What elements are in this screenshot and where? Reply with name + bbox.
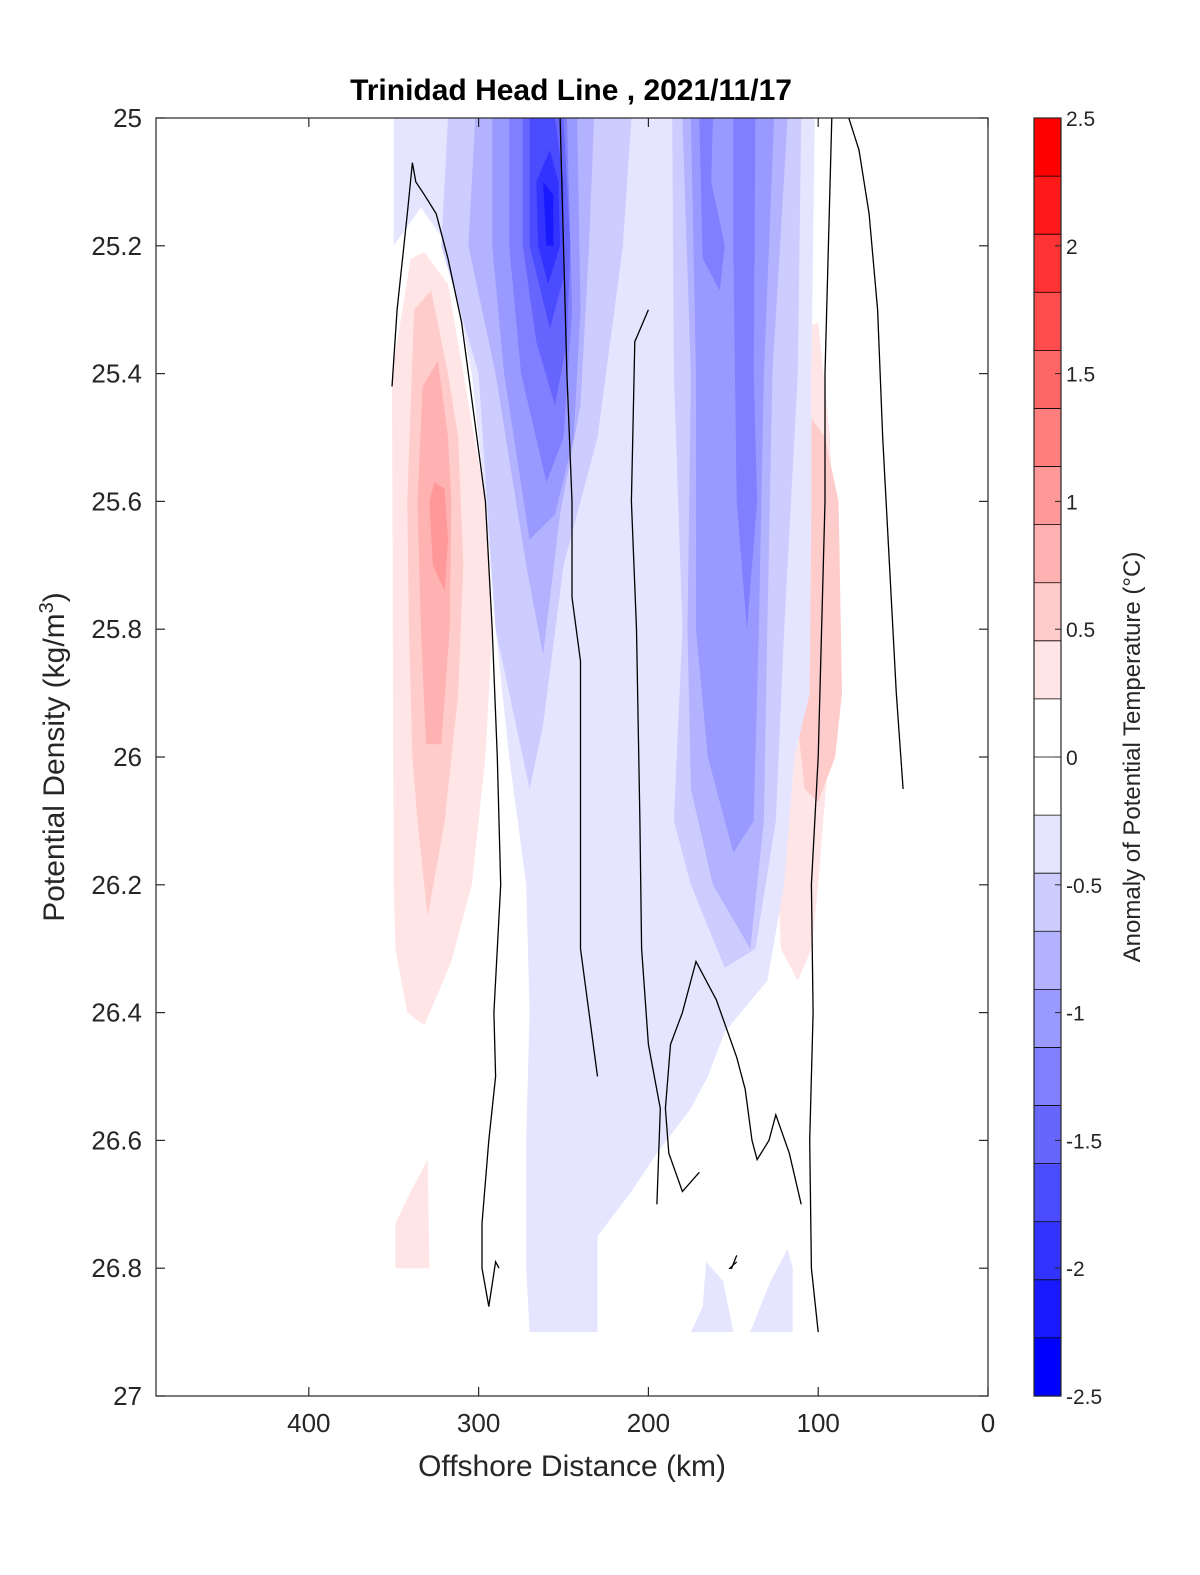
colorbar-band <box>1034 931 1061 990</box>
colorbar-band <box>1034 1105 1061 1165</box>
colorbar-band <box>1034 350 1061 410</box>
x-axis: 400 300 200 100 0 <box>287 118 995 1438</box>
anomaly-region-8-1 <box>699 118 725 291</box>
x-tick-label: 100 <box>797 1408 840 1438</box>
x-tick-label: 200 <box>627 1408 670 1438</box>
colorbar-band <box>1034 1279 1061 1339</box>
colorbar-band <box>1034 989 1061 1049</box>
colorbar-tick-label: -2.5 <box>1066 1386 1102 1409</box>
anomaly-region-12-0 <box>543 181 554 246</box>
colorbar-tick-label: 0 <box>1066 747 1078 770</box>
colorbar-tick-label: 1.5 <box>1066 364 1095 387</box>
colorbar-tick-label: 2 <box>1066 236 1078 259</box>
colorbar-band <box>1034 524 1061 584</box>
colorbar-bands <box>1034 118 1061 1397</box>
colorbar-tick-label: -0.5 <box>1066 875 1102 898</box>
zero-contour-0 <box>391 162 502 1307</box>
y-tick-label: 26.6 <box>91 1125 142 1155</box>
colorbar-band <box>1034 1337 1061 1397</box>
anomaly-region-4-1 <box>690 1261 734 1333</box>
colorbar-band <box>1034 1163 1061 1223</box>
colorbar-tick-label: 0.5 <box>1066 619 1095 642</box>
y-tick-label: 27 <box>113 1381 142 1411</box>
unit-superscript: 3 <box>36 602 58 613</box>
y-tick-label: 26.8 <box>91 1253 142 1283</box>
x-tick-label: 400 <box>287 1408 330 1438</box>
colorbar-band <box>1034 873 1061 932</box>
x-tick-label: 300 <box>457 1408 500 1438</box>
colorbar-tick-label: -1 <box>1066 1003 1085 1026</box>
colorbar-ticks: 2.5 2 1.5 1 0.5 0 -0.5 -1 -1.5 -2 -2.5 <box>1055 108 1102 1409</box>
y-tick-label: 25 <box>113 103 142 133</box>
y-tick-label: 25.6 <box>91 486 142 516</box>
plot-area: 400 300 200 100 0 25 25.2 25.4 25.6 25.8 26 26.2 26… <box>91 103 995 1438</box>
y-tick-label: 26 <box>113 742 142 772</box>
anomaly-fill-layer <box>392 118 842 1333</box>
zero-contour-5 <box>848 118 904 790</box>
y-tick-label: 26.2 <box>91 870 142 900</box>
colorbar-band <box>1034 815 1061 874</box>
colorbar-band <box>1034 292 1061 351</box>
colorbar-tick-label: 2.5 <box>1066 108 1095 131</box>
y-tick-label: 25.8 <box>91 614 142 644</box>
colorbar-band <box>1034 466 1061 526</box>
colorbar-band <box>1034 1221 1061 1281</box>
anomaly-region-4-2 <box>750 1249 793 1333</box>
colorbar-band <box>1034 698 1061 758</box>
colorbar-band <box>1034 640 1061 700</box>
zero-contour-6 <box>728 1255 738 1269</box>
colorbar-band <box>1034 118 1061 177</box>
colorbar-band <box>1034 1047 1061 1107</box>
y-tick-label: 25.4 <box>91 359 142 389</box>
chart-title: Trinidad Head Line , 2021/11/17 <box>350 74 792 107</box>
colorbar-tick-label: -2 <box>1066 1258 1085 1281</box>
colorbar: 2.5 2 1.5 1 0.5 0 -0.5 -1 -1.5 -2 -2.5 Anomaly of … <box>1033 108 1146 1409</box>
y-axis: 25 25.2 25.4 25.6 25.8 26 26.2 26.4 26.6 26.8 27 <box>91 103 988 1411</box>
colorbar-band <box>1034 234 1061 293</box>
colorbar-band <box>1034 408 1061 468</box>
colorbar-label: Anomaly of Potential Temperature (°C) <box>1119 552 1146 963</box>
colorbar-band <box>1034 582 1061 642</box>
x-axis-label: Offshore Distance (km) <box>418 1450 726 1483</box>
colorbar-band <box>1034 757 1061 816</box>
anomaly-region-3-0 <box>429 482 448 591</box>
colorbar-tick-label: 1 <box>1066 491 1078 514</box>
zero-contour-3 <box>664 959 802 1205</box>
x-tick-label: 0 <box>981 1408 995 1438</box>
zero-contour-4 <box>809 118 833 1333</box>
anomaly-region-8-2 <box>733 118 758 630</box>
zero-contour-layer <box>391 118 904 1333</box>
y-tick-label: 26.4 <box>91 998 142 1028</box>
zero-contour-2 <box>630 309 661 1205</box>
anomaly-region-0-0 <box>395 1159 430 1269</box>
colorbar-tick-label: -1.5 <box>1066 1130 1102 1153</box>
y-tick-label: 25.2 <box>91 231 142 261</box>
zero-contour-1 <box>559 118 599 1077</box>
colorbar-band <box>1034 176 1061 235</box>
y-axis-label: Potential Density (kg/m3) <box>36 592 71 922</box>
